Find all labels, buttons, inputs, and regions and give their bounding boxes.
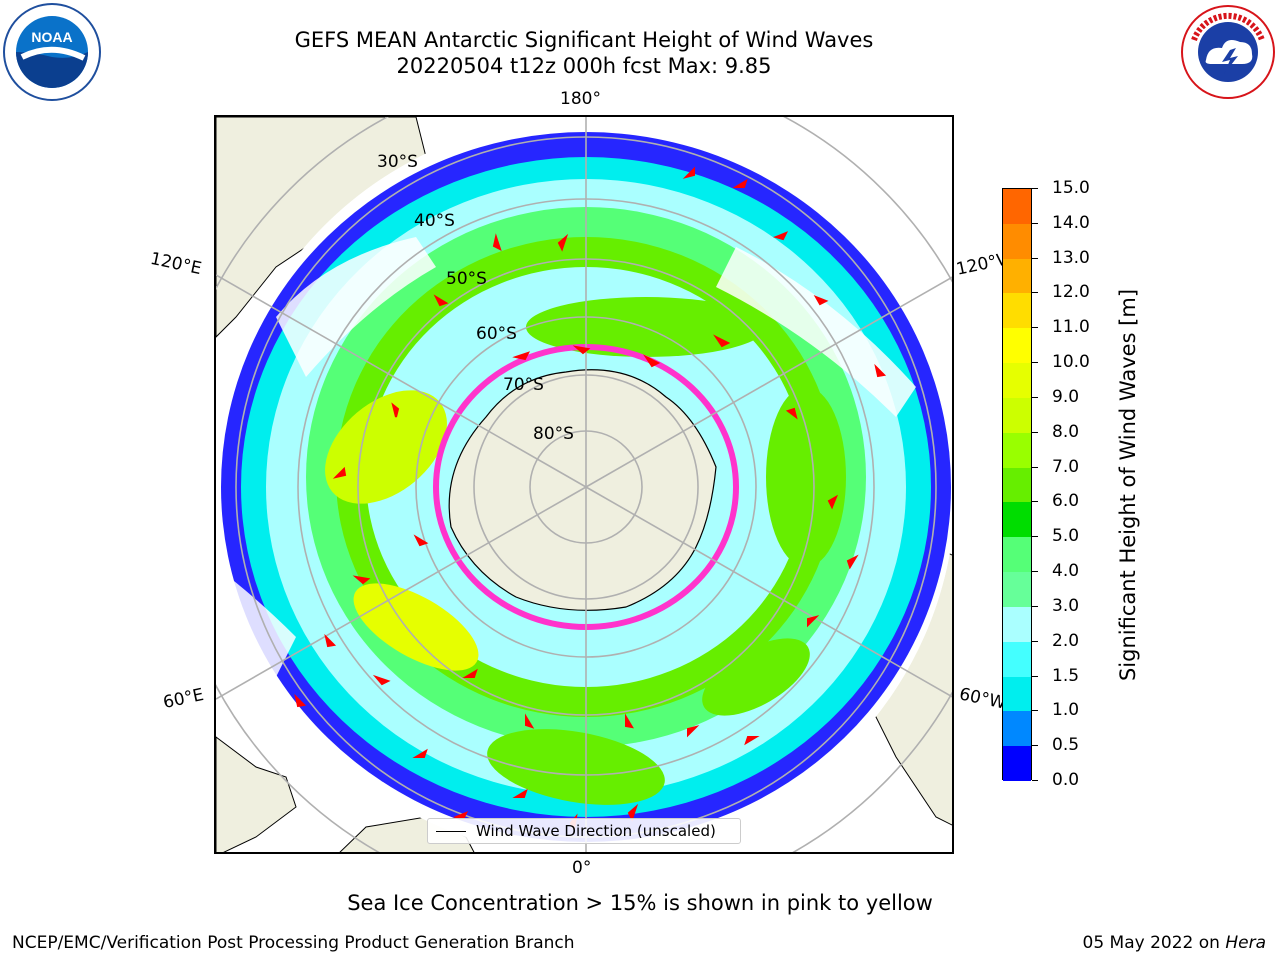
colorbar-tick [1032,640,1038,642]
colorbar-segment [1003,676,1031,712]
colorbar-segment [1003,258,1031,294]
colorbar-tick [1032,257,1038,259]
footer-date-text: 05 May 2022 on [1082,933,1220,953]
legend-line-swatch [436,830,466,832]
colorbar-tick [1032,396,1038,398]
lon-label-60e: 60°E [161,684,206,714]
colorbar-tick-label: 14.0 [1052,212,1090,233]
chart-title: GEFS MEAN Antarctic Significant Height o… [294,28,874,52]
colorbar-tick-label: 11.0 [1052,317,1090,338]
colorbar-tick [1032,780,1038,781]
wind-direction-arrows [294,166,887,833]
colorbar-tick-label: 3.0 [1052,595,1080,616]
colorbar-tick [1032,501,1038,503]
colorbar-tick [1032,431,1038,433]
graticule [216,117,952,852]
colorbar-segment [1003,746,1031,782]
colorbar-tick-label: 8.0 [1052,421,1080,442]
lat-label-40s: 40°S [414,211,455,231]
colorbar-segment [1003,502,1031,538]
colorbar [1002,188,1032,782]
polar-map-canvas [216,117,952,852]
colorbar-tick-label: 2.0 [1052,630,1080,651]
colorbar-segment [1003,467,1031,503]
colorbar-tick [1032,536,1038,538]
colorbar-tick [1032,222,1038,224]
colorbar-tick [1032,571,1038,573]
colorbar-tick-label: 0.5 [1052,735,1080,756]
colorbar-tick-label: 7.0 [1052,456,1080,477]
colorbar-tick-label: 6.0 [1052,491,1080,512]
colorbar-tick-label: 15.0 [1052,178,1090,198]
colorbar-tick-label: 4.0 [1052,561,1080,582]
lat-label-60s: 60°S [476,324,517,344]
lat-label-30s: 30°S [377,152,418,172]
colorbar-tick [1032,327,1038,329]
lon-label-60w: 60°W [957,684,1008,714]
chart-subtitle: 20220504 t12z 000h fcst Max: 9.85 [396,54,772,78]
colorbar-segment [1003,432,1031,469]
colorbar-segment [1003,328,1031,364]
lat-label-80s: 80°S [533,424,574,444]
colorbar-tick-label: 0.0 [1052,770,1080,790]
lon-label-0: 0° [572,858,592,878]
colorbar-segment [1003,641,1031,678]
noaa-logo-icon: NOAA [3,3,101,101]
colorbar-tick [1032,675,1038,677]
colorbar-tick-label: 9.0 [1052,386,1080,407]
colorbar-segment [1003,397,1031,434]
colorbar-tick [1032,466,1038,468]
nws-logo-icon [1180,4,1276,100]
colorbar-segment [1003,606,1031,643]
footer-host: Hera [1225,933,1266,953]
colorbar-segment [1003,223,1031,260]
colorbar-tick-label: 12.0 [1052,282,1090,303]
sea-ice-note: Sea Ice Concentration > 15% is shown in … [347,891,933,915]
colorbar-tick-label: 5.0 [1052,526,1080,547]
lat-label-70s: 70°S [503,375,544,395]
colorbar-segment [1003,711,1031,747]
colorbar-segment [1003,189,1031,225]
colorbar-tick-label: 10.0 [1052,352,1090,373]
footer-credit: NCEP/EMC/Verification Post Processing Pr… [12,933,575,953]
legend-label: Wind Wave Direction (unscaled) [476,822,716,840]
map-legend: Wind Wave Direction (unscaled) [427,818,741,844]
colorbar-title: Significant Height of Wind Waves [m] [1116,288,1140,682]
colorbar-tick [1032,605,1038,607]
colorbar-tick [1032,710,1038,712]
lon-label-180: 180° [560,89,601,109]
polar-map [214,115,954,854]
colorbar-segment [1003,537,1031,573]
colorbar-tick [1032,745,1038,747]
colorbar-tick [1032,292,1038,294]
svg-text:NOAA: NOAA [31,29,72,45]
colorbar-tick-label: 1.5 [1052,665,1080,686]
lat-label-50s: 50°S [446,269,487,289]
colorbar-tick-label: 13.0 [1052,247,1090,268]
lon-label-120e: 120°E [148,248,204,280]
colorbar-tick [1032,362,1038,364]
antarctica-continent [448,369,717,611]
colorbar-segment [1003,572,1031,608]
colorbar-tick [1032,188,1038,189]
colorbar-tick-label: 1.0 [1052,700,1080,721]
colorbar-segment [1003,363,1031,399]
colorbar-segment [1003,293,1031,329]
footer-date: 05 May 2022 on Hera [1083,933,1267,953]
